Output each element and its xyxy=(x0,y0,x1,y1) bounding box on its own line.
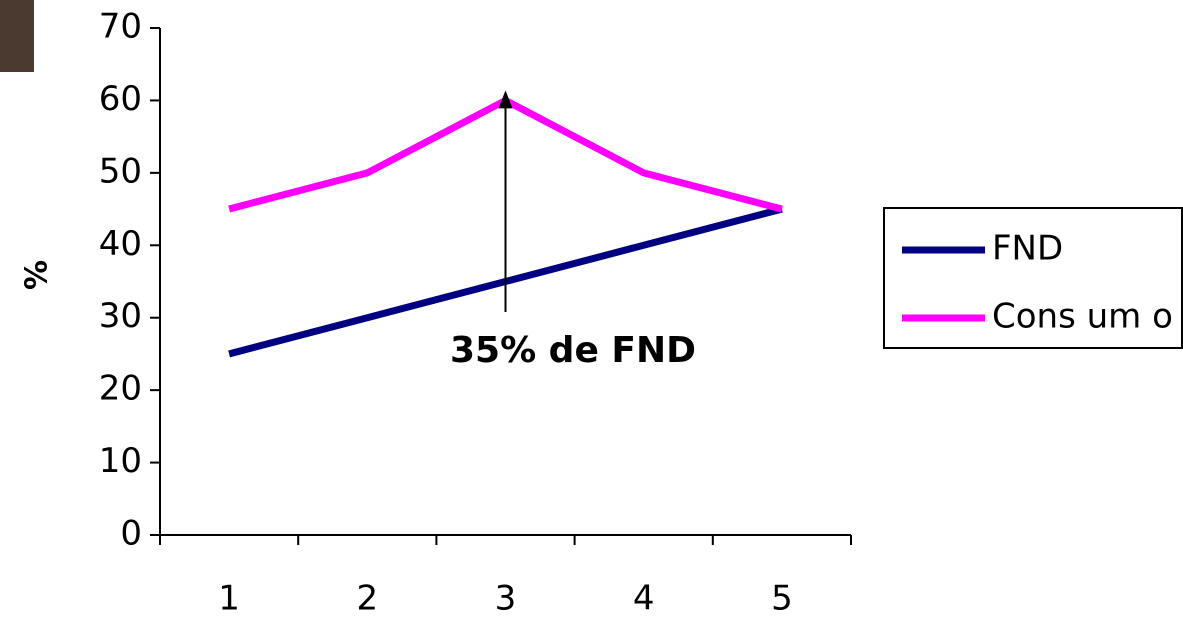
legend-label: Cons um o xyxy=(992,297,1173,337)
y-tick-label: 30 xyxy=(99,296,142,336)
x-tick-label: 3 xyxy=(495,579,517,619)
legend-label: FND xyxy=(992,229,1063,269)
photo-fragment xyxy=(0,0,34,72)
y-axis-title: % xyxy=(20,260,55,290)
legend-box xyxy=(883,207,1183,349)
annotation: 35% de FND xyxy=(450,330,696,371)
annotation-arrowhead xyxy=(498,90,513,109)
y-tick-label: 70 xyxy=(99,7,142,47)
y-tick-label: 50 xyxy=(99,151,142,191)
y-tick-label: 20 xyxy=(99,369,142,409)
x-tick-label: 1 xyxy=(218,579,240,619)
x-tick-label: 4 xyxy=(633,579,655,619)
x-tick-label: 2 xyxy=(356,579,378,619)
y-tick-label: 0 xyxy=(120,514,142,554)
y-tick-label: 60 xyxy=(99,79,142,119)
x-tick-label: 5 xyxy=(771,579,793,619)
y-tick-label: 10 xyxy=(99,441,142,481)
y-tick-label: 40 xyxy=(99,224,142,264)
